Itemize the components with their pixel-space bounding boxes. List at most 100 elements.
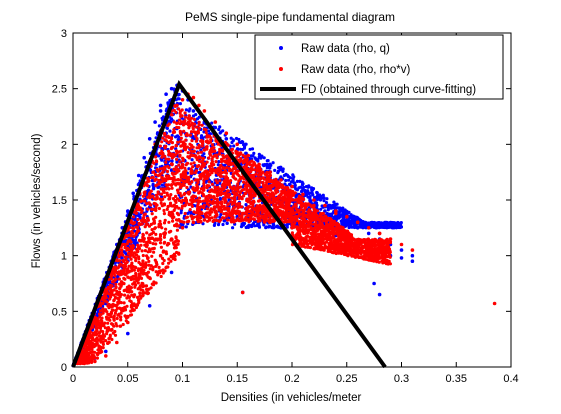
- red-point: [171, 219, 175, 223]
- red-point: [157, 265, 161, 269]
- blue-point: [372, 225, 376, 229]
- red-point: [157, 206, 161, 211]
- red-point: [146, 195, 150, 199]
- blue-point: [217, 160, 221, 164]
- blue-point: [268, 166, 272, 170]
- red-point: [214, 171, 218, 175]
- blue-point: [294, 187, 298, 191]
- blue-point: [339, 213, 343, 217]
- blue-point: [158, 109, 163, 113]
- blue-point: [218, 125, 222, 129]
- blue-point: [219, 212, 223, 217]
- red-point: [138, 239, 142, 243]
- blue-point: [410, 259, 415, 264]
- blue-point: [377, 224, 381, 228]
- blue-point: [300, 189, 304, 193]
- red-point: [159, 238, 163, 242]
- red-point: [155, 160, 159, 164]
- blue-point: [285, 173, 289, 177]
- red-point: [269, 200, 273, 205]
- red-point: [190, 139, 194, 143]
- red-point: [118, 259, 122, 263]
- blue-point: [291, 178, 295, 182]
- red-point: [182, 180, 186, 184]
- red-point: [196, 151, 200, 155]
- red-point: [164, 183, 168, 187]
- red-point: [168, 197, 172, 201]
- red-point: [123, 293, 127, 297]
- red-point: [217, 152, 222, 156]
- blue-point: [186, 211, 190, 215]
- red-point: [98, 348, 103, 352]
- blue-point: [333, 202, 337, 206]
- blue-point: [207, 129, 211, 133]
- red-point: [189, 130, 194, 134]
- red-point: [187, 219, 191, 223]
- blue-point: [197, 115, 201, 119]
- red-point: [309, 226, 313, 230]
- red-point: [221, 216, 225, 220]
- blue-point: [285, 223, 289, 227]
- blue-point: [373, 222, 377, 226]
- blue-point: [322, 196, 326, 200]
- red-point: [197, 120, 201, 124]
- blue-point: [276, 166, 281, 170]
- red-point: [202, 194, 206, 198]
- red-point: [119, 318, 123, 322]
- blue-point: [160, 183, 164, 187]
- red-point: [164, 227, 168, 231]
- red-point: [122, 289, 126, 293]
- red-point: [202, 178, 206, 183]
- blue-point: [333, 206, 337, 210]
- blue-point: [271, 161, 275, 165]
- red-point: [138, 291, 142, 295]
- red-point: [277, 181, 282, 185]
- red-point: [163, 218, 167, 222]
- blue-point: [297, 186, 301, 190]
- blue-point: [295, 179, 299, 183]
- red-point: [187, 175, 191, 179]
- blue-point: [218, 215, 222, 219]
- chart-title: PeMS single-pipe fundamental diagram: [185, 10, 395, 24]
- red-point: [159, 274, 163, 279]
- blue-point: [158, 103, 163, 108]
- red-point: [192, 117, 196, 121]
- red-point: [171, 179, 175, 184]
- blue-point: [276, 171, 280, 175]
- red-point: [151, 268, 155, 272]
- red-point: [151, 242, 155, 246]
- red-point: [258, 203, 262, 207]
- blue-point: [251, 154, 255, 158]
- red-point: [249, 197, 253, 201]
- red-point: [121, 322, 125, 327]
- blue-point: [281, 169, 285, 173]
- red-point: [141, 253, 145, 258]
- blue-point: [384, 225, 388, 229]
- blue-point: [363, 224, 367, 228]
- red-point: [124, 258, 128, 262]
- blue-point: [340, 221, 344, 225]
- blue-point: [190, 158, 194, 162]
- red-point: [184, 216, 188, 220]
- blue-point: [160, 158, 164, 162]
- blue-point: [287, 178, 291, 182]
- red-point: [226, 218, 230, 222]
- blue-point: [399, 223, 403, 227]
- red-point: [145, 231, 149, 235]
- blue-point: [329, 206, 333, 210]
- red-point: [272, 203, 276, 207]
- blue-point: [222, 219, 226, 223]
- red-point: [162, 208, 166, 213]
- red-point: [159, 245, 163, 249]
- blue-point: [216, 163, 220, 167]
- red-point: [169, 162, 174, 166]
- blue-point: [334, 214, 338, 219]
- red-point: [219, 200, 224, 204]
- blue-point: [169, 270, 174, 275]
- red-point: [158, 144, 162, 148]
- red-point: [160, 155, 164, 159]
- blue-point: [238, 147, 243, 151]
- red-point: [167, 257, 171, 261]
- red-point: [122, 301, 126, 305]
- blue-point: [191, 114, 196, 118]
